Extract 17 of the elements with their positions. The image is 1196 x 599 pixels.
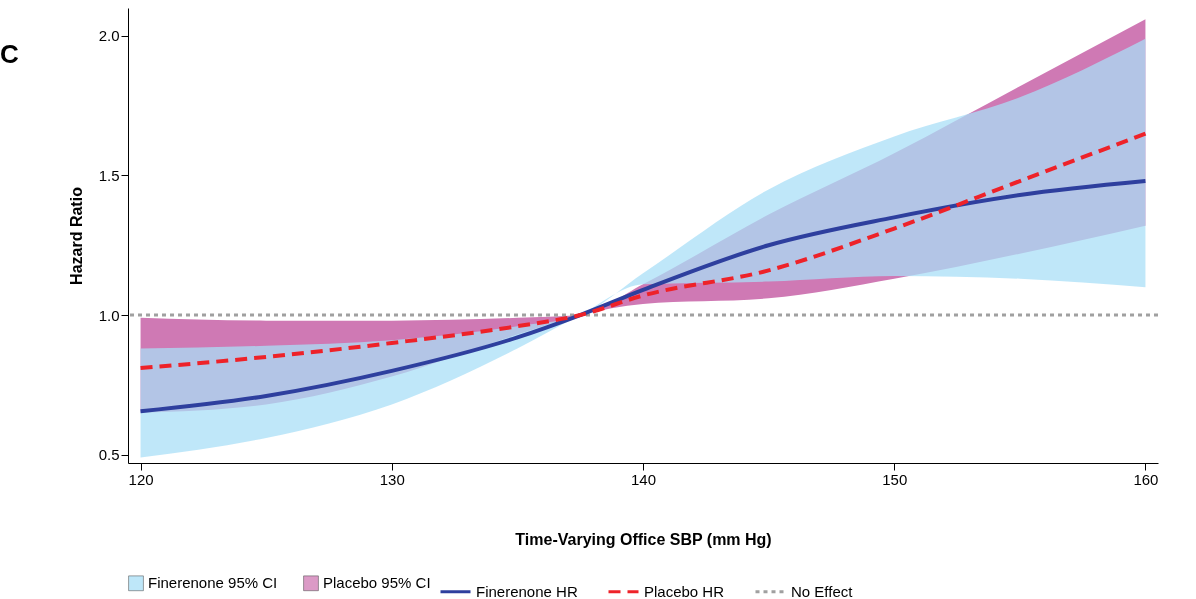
y-tick-label: 2.0 — [98, 27, 120, 45]
x-tick-label: 130 — [379, 470, 405, 488]
legend-label: No Effect — [791, 582, 854, 599]
x-tick-label: 140 — [630, 470, 657, 488]
legend-label: Finerenone HR — [476, 582, 578, 599]
y-axis-title: Hazard Ratio — [67, 186, 85, 285]
legend-label: Placebo 95% CI — [323, 574, 431, 592]
y-tick-label: 1.0 — [98, 306, 120, 324]
x-tick-label: 160 — [1133, 470, 1159, 488]
x-tick-label: 120 — [128, 470, 154, 488]
legend-label: Finerenone 95% CI — [148, 574, 278, 592]
y-tick-label: 0.5 — [98, 446, 120, 464]
x-axis-title: Time-Varying Office SBP (mm Hg) — [515, 530, 772, 548]
text: C — [0, 39, 19, 69]
y-tick-label: 1.5 — [98, 166, 120, 184]
x-tick-label: 150 — [882, 470, 908, 488]
legend-label: Placebo HR — [644, 582, 725, 599]
